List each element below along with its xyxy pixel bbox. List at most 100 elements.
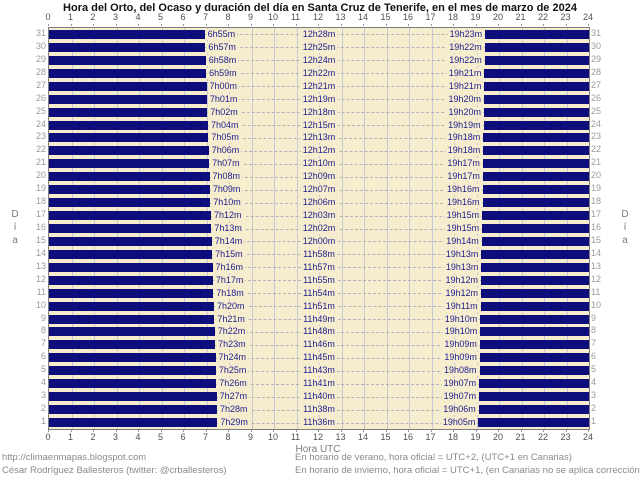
day-duration-label: 12h06m: [300, 197, 338, 209]
sunset-time-label: 19h22m: [447, 54, 484, 66]
day-duration-label: 12h25m: [300, 41, 338, 53]
night-bar-evening: [484, 55, 589, 65]
night-bar-morning: [49, 120, 208, 130]
day-duration-label: 11h57m: [301, 261, 337, 273]
night-bar-morning: [49, 159, 210, 169]
sunset-time-label: 19h23m: [447, 28, 485, 40]
sunset-time-label: 19h14m: [444, 235, 481, 247]
y-tick-label-left: 4: [40, 377, 46, 388]
day-duration-label: 12h07m: [300, 184, 338, 196]
x-tick-mark: [70, 430, 72, 432]
sunrise-time-label: 7h10m: [211, 197, 243, 209]
sunset-time-label: 19h07m: [441, 378, 479, 390]
x-tick-label-bottom: 19: [470, 432, 481, 442]
night-bar-morning: [49, 172, 210, 182]
x-tick-mark: [453, 24, 454, 26]
x-tick-label-top: 14: [357, 12, 368, 22]
day-span-leader-line: [208, 150, 484, 152]
night-bar-morning: [49, 198, 211, 208]
night-bar-evening: [482, 159, 589, 169]
day-span-leader-line: [211, 241, 482, 243]
y-tick-label-right: 24: [591, 118, 602, 129]
sunrise-time-label: 7h21m: [215, 313, 247, 325]
day-span-leader-line: [208, 125, 484, 127]
night-bar-evening: [484, 107, 589, 117]
x-tick-label-bottom: 21: [515, 432, 526, 442]
sunset-time-label: 19h06m: [441, 404, 478, 416]
y-tick-label-left: 19: [35, 183, 46, 194]
sunrise-time-label: 7h22m: [215, 326, 248, 338]
x-tick-mark: [475, 430, 477, 432]
night-bar-morning: [49, 224, 212, 233]
y-tick-label-left: 1: [40, 416, 46, 427]
day-duration-label: 12h03m: [300, 210, 338, 222]
night-bar-evening: [484, 94, 589, 104]
x-tick-label-bottom: 15: [380, 432, 391, 442]
day-duration-label: 11h58m: [301, 248, 337, 260]
night-bar-morning: [49, 379, 217, 389]
x-tick-mark: [385, 24, 387, 26]
y-axis-letter: a: [622, 235, 628, 246]
y-tick-label-left: 17: [35, 209, 46, 220]
day-span-leader-line: [217, 422, 479, 424]
day-duration-label: 12h15m: [300, 119, 338, 131]
y-tick-label-right: 17: [591, 209, 602, 220]
night-bar-morning: [49, 314, 215, 324]
x-tick-mark: [138, 24, 139, 26]
x-tick-mark: [160, 24, 162, 26]
x-tick-label-bottom: 6: [180, 432, 186, 442]
sunset-time-label: 19h16m: [444, 184, 482, 196]
y-tick-label-left: 5: [40, 364, 46, 375]
x-tick-label-bottom: 3: [112, 432, 118, 442]
sunset-time-label: 19h10m: [442, 326, 480, 338]
night-bar-morning: [49, 55, 206, 65]
night-bar-morning: [49, 418, 218, 428]
day-span-leader-line: [207, 112, 484, 114]
y-tick-label-right: 29: [591, 53, 602, 64]
y-tick-label-left: 2: [40, 403, 46, 414]
y-tick-label-left: 23: [35, 131, 46, 142]
x-tick-mark: [475, 24, 477, 26]
y-tick-label-right: 16: [591, 222, 602, 232]
night-bar-morning: [49, 146, 209, 156]
y-tick-label-left: 29: [35, 53, 46, 64]
night-bar-morning: [49, 211, 211, 221]
night-bar-morning: [49, 327, 215, 337]
day-duration-label: 12h12m: [300, 145, 338, 157]
sunrise-time-label: 7h25m: [216, 365, 249, 377]
x-tick-label-top: 18: [447, 12, 458, 22]
x-tick-mark: [565, 24, 567, 26]
footer-url: http://climaenmapas.blogspot.com: [2, 452, 147, 463]
night-bar-evening: [479, 366, 589, 376]
night-bar-evening: [483, 133, 589, 143]
sunset-time-label: 19h20m: [446, 93, 483, 105]
sunset-time-label: 19h05m: [440, 417, 478, 429]
x-tick-label-top: 12: [312, 12, 323, 22]
x-tick-mark: [498, 430, 499, 432]
sunrise-time-label: 6h57m: [206, 41, 238, 53]
y-tick-label-right: 11: [591, 286, 601, 297]
y-tick-label-right: 23: [591, 131, 602, 142]
x-tick-mark: [340, 430, 342, 432]
day-span-leader-line: [212, 267, 482, 269]
sunrise-time-label: 7h17m: [213, 274, 246, 286]
day-duration-label: 11h49m: [301, 313, 337, 325]
y-tick-label-left: 15: [35, 234, 46, 245]
day-span-leader-line: [211, 215, 483, 217]
sunrise-time-label: 6h59m: [207, 67, 239, 79]
y-axis-letter: D: [11, 209, 19, 220]
y-tick-label-left: 9: [40, 312, 46, 323]
night-bar-morning: [49, 185, 210, 195]
night-bar-morning: [49, 94, 207, 104]
x-tick-label-top: 20: [492, 12, 503, 22]
x-tick-label-top: 24: [582, 12, 593, 22]
y-tick-label-left: 18: [35, 196, 46, 207]
y-tick-label-left: 8: [40, 325, 46, 336]
y-tick-label-right: 22: [591, 144, 602, 155]
x-tick-label-top: 11: [290, 12, 301, 22]
y-axis-letter: í: [13, 222, 17, 233]
y-tick-label-right: 15: [591, 234, 602, 245]
y-tick-label-right: 5: [591, 364, 597, 375]
y-tick-label-right: 26: [591, 92, 602, 103]
day-duration-label: 11h40m: [301, 391, 337, 403]
